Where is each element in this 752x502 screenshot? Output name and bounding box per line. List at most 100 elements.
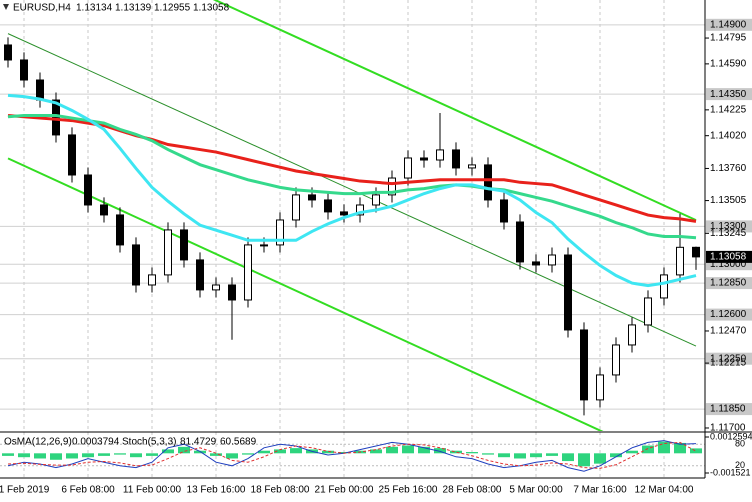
osma-bar — [626, 450, 638, 454]
osma-bar — [210, 453, 222, 456]
level-label-box — [706, 308, 752, 321]
stoch-tick-label: 80 — [735, 439, 745, 449]
osma-bar — [114, 453, 126, 455]
candle-body — [468, 164, 476, 169]
candle-body — [308, 194, 316, 201]
candle-body — [372, 194, 380, 206]
y-tick-label: 1.12215 — [710, 358, 747, 369]
osma-bar — [226, 453, 238, 459]
level-label: 1.13300 — [710, 221, 747, 232]
level-label: 1.12850 — [710, 278, 747, 289]
candle-body — [340, 211, 348, 216]
header-close: 1.13058 — [193, 3, 230, 14]
osma-bar — [18, 453, 30, 458]
osc-tick-label: 0.0012594 — [710, 431, 752, 441]
osma-bar — [290, 448, 302, 454]
osma-bar — [530, 453, 542, 458]
moving-average — [7, 93, 697, 288]
x-tick-label: 11 Feb 00:00 — [123, 485, 182, 496]
osma-bar — [642, 445, 654, 454]
osma-bar — [146, 453, 158, 456]
candle-body — [388, 177, 396, 196]
x-tick-label: 21 Feb 00:00 — [315, 485, 374, 496]
header-high: 1.13139 — [115, 3, 152, 14]
last-price-box — [706, 250, 752, 263]
level-label-box — [706, 220, 752, 233]
candle-body — [324, 199, 332, 213]
level-label-box — [706, 352, 752, 365]
y-tick-label: 1.14225 — [710, 105, 747, 116]
candle-body — [148, 274, 156, 286]
trend-line — [7, 157, 604, 431]
osma-bar — [194, 450, 206, 454]
osma-bar — [130, 453, 142, 458]
candle-body — [132, 244, 140, 286]
stoch-line — [7, 440, 697, 472]
candle-body — [612, 344, 620, 376]
y-tick-label: 1.13505 — [710, 195, 747, 206]
y-tick-label: 1.14020 — [710, 130, 747, 141]
candle-body — [596, 374, 604, 401]
candle-body — [628, 324, 636, 346]
x-tick-label: 28 Feb 08:00 — [443, 485, 502, 496]
osma-bar — [66, 453, 78, 459]
candle-body — [260, 244, 268, 247]
moving-average — [7, 114, 697, 240]
level-label-box — [706, 88, 752, 101]
osma-bar — [82, 453, 94, 458]
osma-bar — [546, 453, 558, 456]
osma-bar — [562, 453, 574, 462]
osma-bar — [450, 450, 462, 454]
x-tick-label: 6 Feb 08:00 — [61, 485, 115, 496]
level-label: 1.12600 — [710, 309, 747, 320]
osma-bar — [322, 450, 334, 454]
y-tick-label: 1.12470 — [710, 326, 747, 337]
stoch-main-value: 81.4729 — [180, 437, 217, 448]
candle-body — [356, 204, 364, 216]
last-price-label: 1.13058 — [710, 252, 747, 263]
candle-body — [500, 199, 508, 223]
candle-body — [580, 329, 588, 401]
osma-bar — [674, 442, 686, 454]
osma-bar — [418, 446, 430, 454]
x-tick-label: 12 Mar 04:00 — [635, 485, 694, 496]
level-label: 1.12250 — [710, 353, 747, 364]
x-tick-label: 25 Feb 16:00 — [379, 485, 438, 496]
candle-body — [692, 246, 700, 258]
candle-body — [548, 254, 556, 266]
level-label: 1.14900 — [710, 19, 747, 30]
x-tick-label: 1 Feb 2019 — [0, 485, 50, 496]
candle-body — [196, 259, 204, 291]
y-tick-label: 1.13245 — [710, 228, 747, 239]
y-tick-label: 1.11700 — [710, 423, 746, 434]
candle-body — [164, 229, 172, 276]
osma-bar — [578, 453, 590, 467]
osma-bar — [594, 453, 606, 464]
candle-body — [484, 164, 492, 201]
candle-body — [644, 297, 652, 326]
candle-body — [292, 194, 300, 221]
osma-bar — [274, 449, 286, 454]
candle-body — [660, 274, 668, 299]
trend-line — [212, 0, 697, 222]
osma-bar — [402, 445, 414, 454]
stoch-label: Stoch(5,3,3) — [122, 437, 176, 448]
y-tick-label: 1.14795 — [710, 33, 747, 44]
osma-bar — [258, 450, 270, 454]
osma-bar — [34, 453, 46, 459]
x-tick-label: 18 Feb 08:00 — [251, 485, 310, 496]
osma-bar — [370, 449, 382, 454]
grid-layer — [23, 0, 665, 478]
stoch-signal-value: 60.5689 — [220, 437, 257, 448]
osma-bar — [386, 446, 398, 454]
osma-bar — [50, 453, 62, 460]
candle-body — [68, 134, 76, 176]
osma-bar — [2, 453, 14, 456]
osma-label: OsMA(12,26,9) — [4, 437, 72, 448]
osma-bar — [658, 441, 670, 454]
header-open: 1.13134 — [76, 3, 113, 14]
symbol-icon — [3, 4, 9, 10]
